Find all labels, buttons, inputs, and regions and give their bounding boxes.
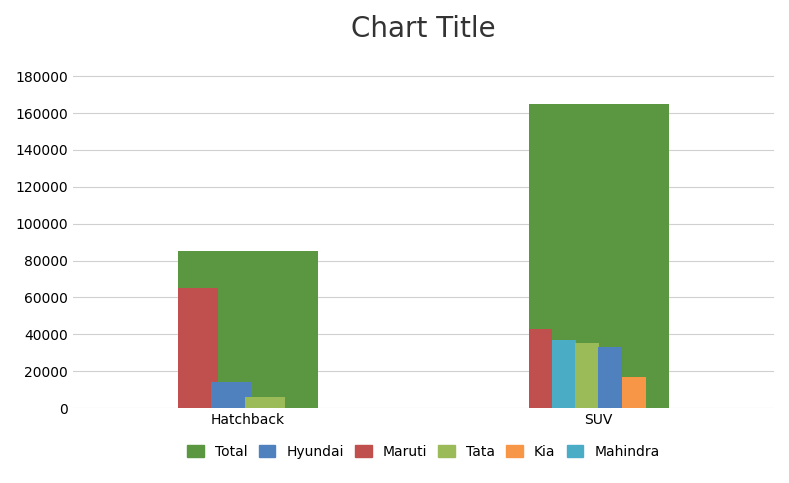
Bar <box>529 329 552 408</box>
Bar <box>575 343 599 408</box>
Bar <box>245 397 285 408</box>
Legend: Total, Hyundai, Maruti, Tata, Kia, Mahindra: Total, Hyundai, Maruti, Tata, Kia, Mahin… <box>181 439 665 464</box>
Bar <box>622 377 645 408</box>
Title: Chart Title: Chart Title <box>351 15 495 43</box>
Bar <box>211 382 251 408</box>
Bar <box>529 104 669 408</box>
Bar <box>178 288 218 408</box>
Bar <box>598 347 623 408</box>
Bar <box>178 251 318 408</box>
Bar <box>552 340 576 408</box>
